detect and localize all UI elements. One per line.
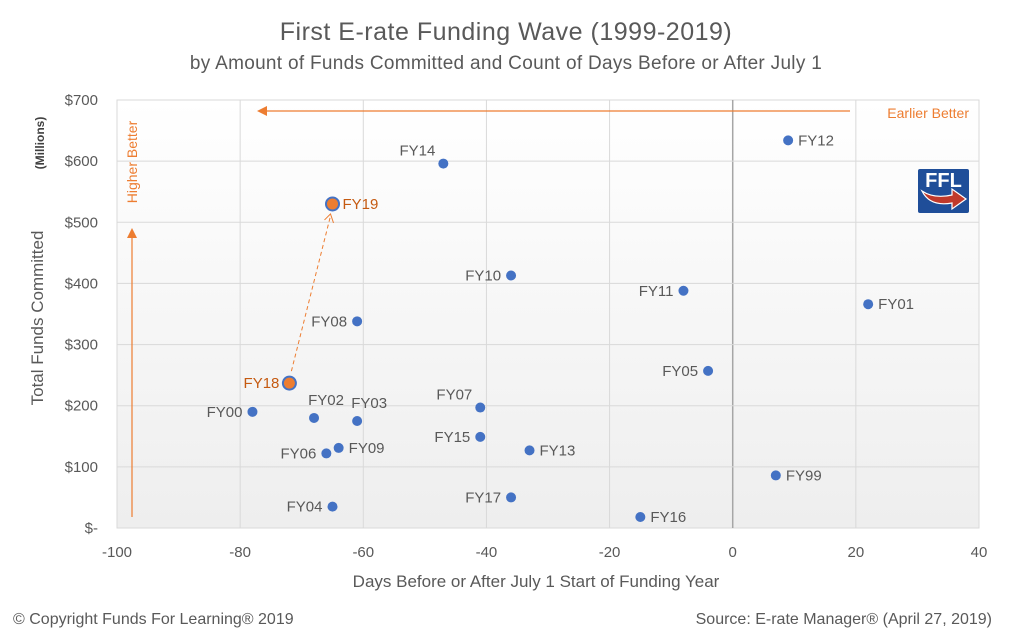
- logo-text: FFL: [925, 170, 962, 192]
- y-axis-units: (Millions): [33, 117, 47, 170]
- point-label-fy09: FY09: [349, 440, 385, 457]
- point-label-fy16: FY16: [650, 509, 686, 526]
- point-fy14: [438, 158, 449, 169]
- y-tick-label: $500: [65, 214, 98, 231]
- y-tick-label: $700: [65, 92, 98, 109]
- point-label-fy03: FY03: [351, 395, 387, 412]
- y-axis-title: Total Funds Committed: [28, 231, 47, 406]
- point-label-fy15: FY15: [434, 429, 470, 446]
- point-fy12: [783, 135, 794, 146]
- chart-subtitle: by Amount of Funds Committed and Count o…: [189, 53, 823, 74]
- point-fy13: [524, 445, 535, 456]
- earlier-better-label: Earlier Better: [887, 105, 969, 121]
- point-fy09: [333, 442, 344, 453]
- point-label-fy17: FY17: [465, 489, 501, 506]
- annotations: Earlier Better Higher Better: [124, 105, 969, 517]
- y-tick-label: $-: [85, 520, 98, 537]
- x-tick-label: -60: [352, 544, 374, 561]
- point-label-fy14: FY14: [399, 143, 435, 160]
- plot-area: [116, 99, 980, 529]
- point-fy18: [281, 375, 297, 391]
- point-fy05: [703, 365, 714, 376]
- point-label-fy18: FY18: [244, 375, 280, 392]
- point-fy16: [635, 511, 646, 522]
- ffl-logo: FFL: [918, 169, 969, 213]
- y-tick-label: $200: [65, 398, 98, 415]
- point-label-fy08: FY08: [311, 313, 347, 330]
- point-fy00: [247, 406, 258, 417]
- gridlines: [117, 100, 979, 528]
- point-fy10: [506, 270, 517, 281]
- x-tick-label: -40: [476, 544, 498, 561]
- point-label-fy07: FY07: [436, 387, 472, 404]
- point-label-fy04: FY04: [287, 499, 323, 516]
- point-fy04: [327, 501, 338, 512]
- x-tick-label: 20: [848, 544, 865, 561]
- point-label-fy19: FY19: [343, 196, 379, 213]
- point-label-fy99: FY99: [786, 467, 822, 484]
- y-tick-label: $400: [65, 275, 98, 292]
- point-fy06: [321, 448, 332, 459]
- point-label-fy01: FY01: [878, 296, 914, 313]
- trend-arrow-head: [324, 213, 334, 224]
- point-label-fy00: FY00: [207, 404, 243, 421]
- point-label-fy06: FY06: [280, 445, 316, 462]
- point-fy11: [678, 285, 689, 296]
- higher-better-label: Higher Better: [124, 120, 140, 203]
- data-points: [247, 135, 874, 522]
- chart-title: First E-rate Funding Wave (1999-2019): [279, 18, 733, 46]
- point-fy15: [475, 431, 486, 442]
- copyright-text: © Copyright Funds For Learning® 2019: [13, 611, 294, 628]
- point-fy02: [309, 412, 320, 423]
- x-tick-label: -100: [102, 544, 132, 561]
- logo-arrow-icon: [920, 187, 968, 211]
- y-tick-label: $300: [65, 337, 98, 354]
- point-fy99: [770, 470, 781, 481]
- y-tick-label: $100: [65, 459, 98, 476]
- axes: -100 -80 -60 -40 -20 0 20 40 $- $100 $200 $300 $400 $…: [28, 92, 987, 591]
- fy18-fy19-trend-line: [290, 215, 331, 372]
- data-labels: FY99 FY00 FY01 FY02 FY03 FY04 FY05 FY06 FY07 FY08…: [207, 132, 914, 526]
- point-fy01: [863, 299, 874, 310]
- point-label-fy10: FY10: [465, 267, 501, 284]
- y-tick-label: $600: [65, 153, 98, 170]
- point-label-fy02: FY02: [308, 392, 344, 409]
- point-fy03: [352, 416, 363, 426]
- point-label-fy05: FY05: [662, 363, 698, 380]
- point-fy07: [475, 402, 486, 413]
- point-label-fy13: FY13: [540, 442, 576, 459]
- x-tick-label: -20: [599, 544, 621, 561]
- point-label-fy12: FY12: [798, 132, 834, 149]
- point-fy19: [325, 196, 340, 212]
- point-label-fy11: FY11: [639, 283, 674, 300]
- x-tick-label: -80: [229, 544, 251, 561]
- source-text: Source: E-rate Manager® (April 27, 2019): [695, 611, 992, 628]
- point-fy08: [352, 316, 363, 327]
- x-axis-title: Days Before or After July 1 Start of Fun…: [353, 572, 720, 591]
- x-tick-label: 40: [971, 544, 988, 561]
- point-fy17: [506, 492, 517, 503]
- x-tick-label: 0: [729, 544, 737, 561]
